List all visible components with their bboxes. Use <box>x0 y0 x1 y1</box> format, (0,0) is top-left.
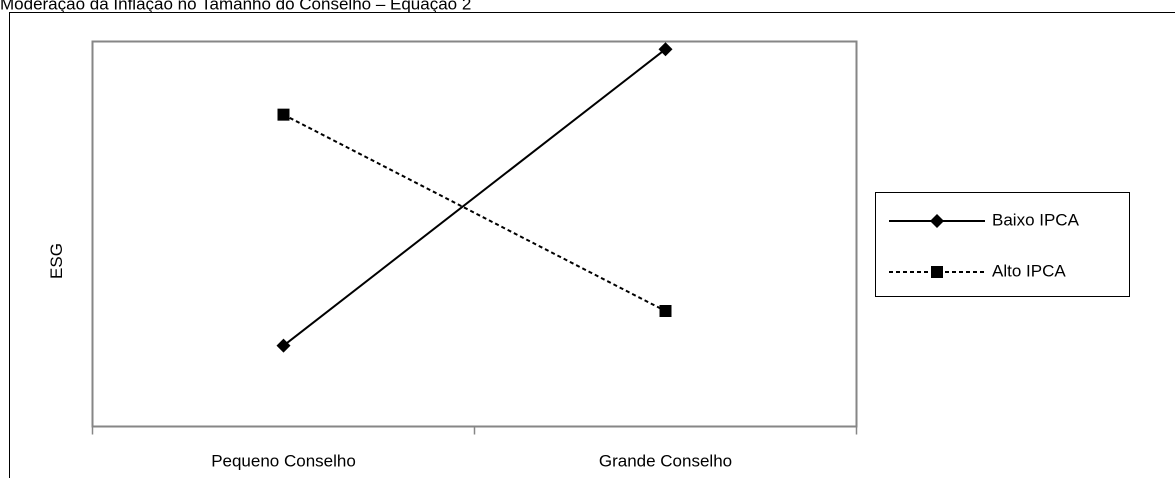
legend-label: Baixo IPCA <box>992 210 1080 229</box>
x-tick-label: Grande Conselho <box>599 452 732 471</box>
plot-area <box>91 40 858 428</box>
series-2 <box>277 108 672 317</box>
legend-box <box>875 192 1130 297</box>
legend: Baixo IPCA Alto IPCA <box>875 192 1130 297</box>
x-tick-label: Pequeno Conselho <box>211 452 356 471</box>
series-layer <box>276 42 673 353</box>
series-line <box>282 48 667 347</box>
legend-marker <box>931 266 943 278</box>
legend-entry: Baixo IPCA <box>889 210 1080 229</box>
legend-entry: Alto IPCA <box>889 261 1066 280</box>
legend-marker <box>930 214 944 228</box>
series-1 <box>276 42 673 353</box>
chart-area-border <box>9 12 1175 478</box>
series-line <box>283 113 666 312</box>
x-axis: Pequeno Conselho Grande Conselho <box>91 426 858 471</box>
y-axis-label: ESG <box>47 243 66 279</box>
chart-title: Moderação da Inflação no Tamanho do Cons… <box>0 0 471 13</box>
data-point <box>276 338 291 353</box>
legend-label: Alto IPCA <box>992 261 1066 280</box>
data-point <box>659 305 672 317</box>
data-point <box>277 108 290 121</box>
legend-entries: Baixo IPCA Alto IPCA <box>889 210 1080 280</box>
data-point <box>658 42 673 57</box>
